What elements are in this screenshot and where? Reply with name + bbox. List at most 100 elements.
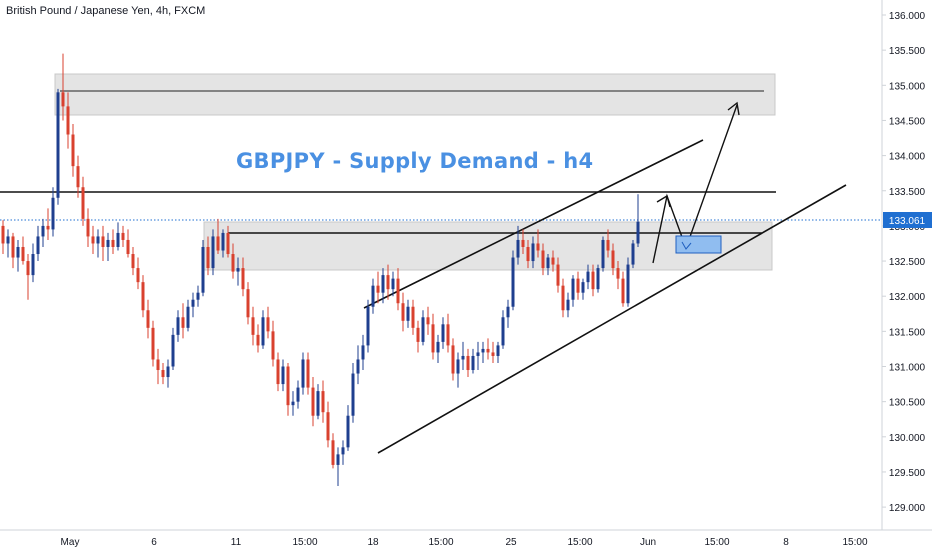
candle-down	[1, 225, 5, 244]
candle-down	[21, 246, 25, 262]
candle-down	[606, 239, 610, 251]
price-tick-label: 133.500	[889, 187, 926, 198]
time-axis[interactable]: May 6 11 15:00 18 15:00 25 15:00 Jun 15:…	[61, 537, 868, 548]
candle-down	[591, 271, 595, 290]
candle-down	[556, 264, 560, 286]
candlestick-series	[1, 53, 640, 487]
candle-down	[486, 348, 490, 353]
candle-up	[626, 264, 630, 304]
candle-up	[16, 246, 20, 258]
entry-arrow-icon	[681, 241, 692, 250]
candle-down	[76, 166, 80, 188]
candle-up	[166, 366, 170, 378]
candle-down	[66, 106, 70, 135]
candle-down	[226, 232, 230, 255]
candle-down	[376, 285, 380, 293]
candle-up	[501, 317, 505, 346]
candle-down	[526, 246, 530, 262]
candle-up	[176, 317, 180, 335]
candle-up	[261, 317, 265, 346]
candle-down	[416, 327, 420, 342]
price-tick-label: 134.500	[889, 116, 926, 127]
candle-up	[636, 221, 640, 244]
time-label: Jun	[640, 537, 656, 548]
candle-up	[406, 306, 410, 321]
candle-up	[296, 387, 300, 402]
candle-down	[616, 268, 620, 279]
price-tick-label: 129.500	[889, 468, 926, 479]
candle-up	[476, 352, 480, 356]
candle-up	[436, 341, 440, 353]
candle-down	[541, 250, 545, 269]
candle-up	[581, 282, 585, 293]
candle-down	[321, 391, 325, 413]
candle-up	[481, 348, 485, 353]
candle-up	[301, 359, 305, 388]
price-tick-label: 132.000	[889, 292, 926, 303]
candle-up	[106, 239, 110, 247]
price-axis[interactable]: 136.000 135.500 135.000 134.500 134.000 133.5…	[882, 11, 926, 514]
time-label: 6	[151, 537, 157, 548]
candle-up	[41, 225, 45, 237]
candle-down	[206, 246, 210, 269]
candle-up	[186, 306, 190, 328]
candle-down	[536, 243, 540, 251]
candle-up	[336, 454, 340, 465]
candle-down	[146, 310, 150, 328]
candle-down	[156, 359, 160, 371]
candle-down	[426, 317, 430, 325]
price-tick-label: 131.500	[889, 327, 926, 338]
candle-down	[491, 352, 495, 356]
candle-down	[331, 440, 335, 465]
time-label: 18	[367, 537, 379, 548]
candle-down	[71, 134, 75, 167]
candle-down	[86, 218, 90, 237]
projection-arrowhead-1	[656, 194, 671, 208]
candle-down	[216, 236, 220, 251]
candle-up	[31, 254, 35, 276]
price-tick-label: 129.000	[889, 503, 926, 514]
candle-down	[61, 92, 65, 107]
time-label: 15:00	[567, 537, 592, 548]
candle-up	[586, 271, 590, 283]
candle-up	[571, 278, 575, 300]
candle-down	[126, 239, 130, 255]
time-label: 8	[783, 537, 789, 548]
candle-down	[131, 254, 135, 269]
candle-down	[611, 250, 615, 269]
candle-up	[351, 373, 355, 416]
candle-down	[26, 261, 30, 276]
candle-down	[306, 359, 310, 388]
candle-down	[251, 317, 255, 335]
price-tick-label: 131.000	[889, 363, 926, 374]
candle-up	[36, 236, 40, 255]
candle-up	[516, 239, 520, 258]
candle-down	[466, 355, 470, 371]
candle-down	[431, 324, 435, 353]
candle-down	[141, 282, 145, 311]
candle-down	[266, 317, 270, 332]
candle-up	[236, 268, 240, 272]
candle-up	[116, 232, 120, 247]
time-label: 15:00	[292, 537, 317, 548]
time-label: 15:00	[428, 537, 453, 548]
candle-up	[381, 275, 385, 293]
candle-up	[496, 345, 500, 356]
price-tick-label: 134.000	[889, 152, 926, 163]
candle-down	[246, 289, 250, 318]
candle-up	[506, 306, 510, 318]
candle-up	[441, 324, 445, 342]
current-price-badge	[883, 212, 932, 228]
candle-down	[451, 345, 455, 374]
candle-down	[136, 268, 140, 283]
time-label: 11	[231, 537, 242, 548]
candle-up	[51, 197, 55, 230]
candle-down	[121, 232, 125, 240]
candle-down	[256, 334, 260, 346]
candle-up	[371, 285, 375, 307]
candle-down	[81, 187, 85, 219]
candle-down	[411, 306, 415, 328]
supply-zone	[54, 73, 776, 116]
